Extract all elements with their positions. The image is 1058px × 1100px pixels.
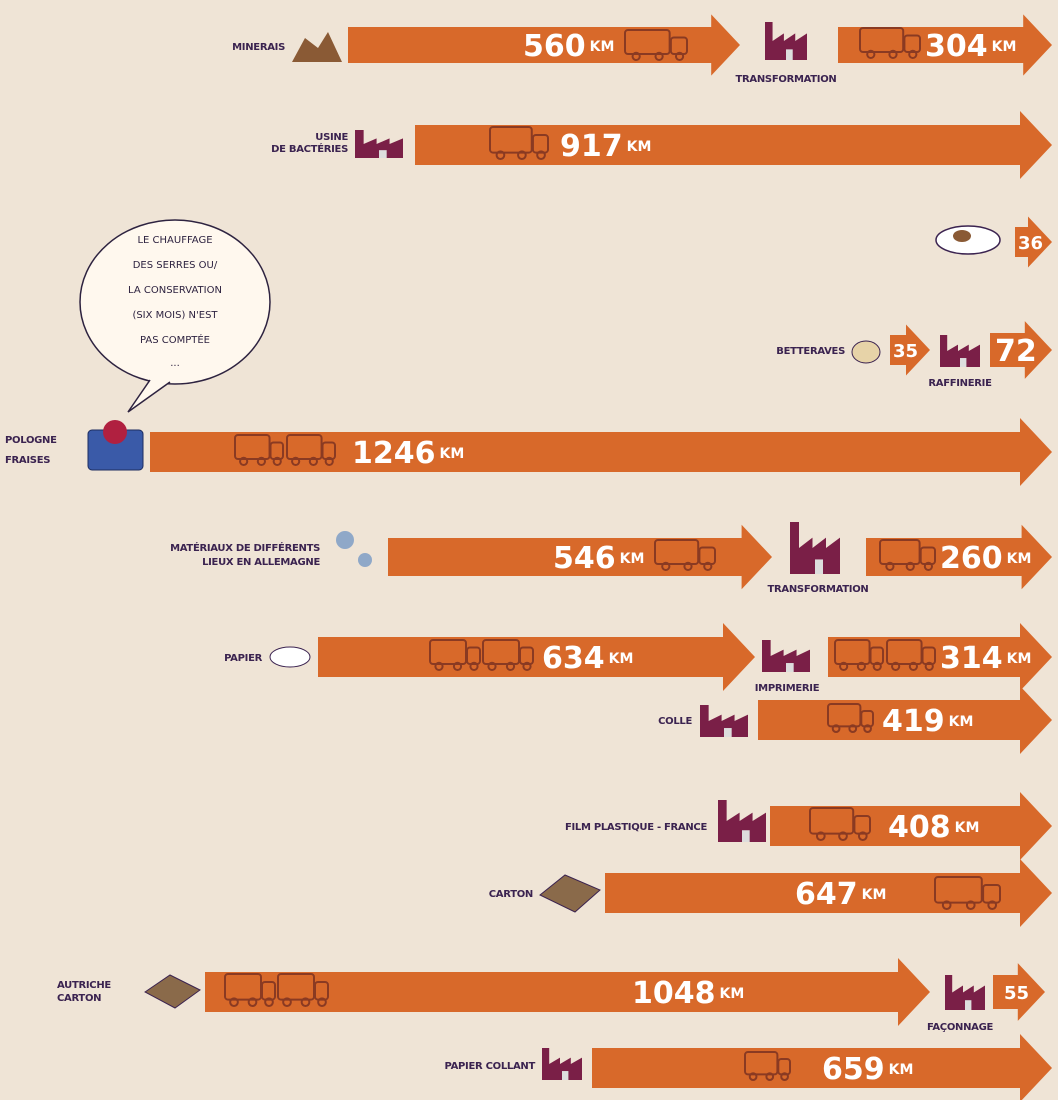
note-line: LE CHAUFFAGE bbox=[137, 235, 212, 246]
unit: KM bbox=[1007, 551, 1032, 567]
factory-door bbox=[786, 663, 794, 672]
distance: 419 bbox=[882, 704, 945, 739]
ore-icon bbox=[292, 32, 342, 62]
distance-label: 55 bbox=[1004, 983, 1029, 1004]
paper-icon bbox=[270, 647, 310, 667]
unit: KM bbox=[627, 139, 652, 155]
label: CARTON bbox=[57, 993, 101, 1004]
stop-label: FAÇONNAGE bbox=[927, 1022, 994, 1033]
unit: KM bbox=[955, 820, 980, 836]
unit: KM bbox=[889, 1062, 914, 1078]
note-line: PAS COMPTÉE bbox=[140, 333, 210, 346]
unit: KM bbox=[609, 651, 634, 667]
label: BETTERAVES bbox=[776, 346, 845, 357]
label: FRAISES bbox=[5, 455, 50, 466]
materials-icon bbox=[336, 531, 354, 549]
note-line: LA CONSERVATION bbox=[128, 285, 222, 296]
factory-door bbox=[786, 49, 793, 60]
unit: KM bbox=[620, 551, 645, 567]
label: CARTON bbox=[489, 889, 533, 900]
unit: KM bbox=[440, 446, 465, 462]
unit: KM bbox=[590, 39, 615, 55]
unit: KM bbox=[862, 887, 887, 903]
label: MATÉRIAUX DE DIFFÉRENTS bbox=[170, 541, 320, 554]
factory-door bbox=[562, 1071, 568, 1080]
distance: 634 bbox=[542, 641, 605, 676]
distance: 917 bbox=[560, 129, 623, 164]
note-line: (SIX MOIS) N'EST bbox=[132, 310, 218, 321]
carton-icon bbox=[540, 875, 600, 912]
cow-spot bbox=[953, 230, 971, 242]
beet-icon bbox=[852, 341, 880, 363]
note-line: DES SERRES OU/ bbox=[133, 260, 218, 271]
label: AUTRICHE bbox=[57, 980, 111, 991]
distance: 36 bbox=[1018, 233, 1043, 254]
strawberry-icon bbox=[103, 420, 127, 444]
unit: KM bbox=[720, 986, 745, 1002]
label: PAPIER COLLANT bbox=[444, 1061, 535, 1072]
distance: 659 bbox=[822, 1052, 885, 1087]
distance: 1048 bbox=[632, 976, 716, 1011]
distance: 72 bbox=[995, 334, 1037, 369]
distance: 408 bbox=[888, 810, 951, 845]
factory-door bbox=[960, 358, 966, 367]
distance: 314 bbox=[940, 641, 1003, 676]
note-line: ... bbox=[170, 358, 180, 369]
bubble-tail bbox=[128, 380, 170, 412]
label: POLOGNE bbox=[5, 435, 57, 446]
factory-door bbox=[742, 830, 750, 842]
distance: 304 bbox=[925, 29, 988, 64]
materials-icon bbox=[358, 553, 372, 567]
distance: 35 bbox=[893, 341, 918, 362]
stop-label: IMPRIMERIE bbox=[755, 683, 820, 694]
label: MINERAIS bbox=[232, 42, 285, 53]
factory-door bbox=[379, 150, 387, 158]
label: FILM PLASTIQUE - FRANCE bbox=[565, 822, 707, 833]
label: DE BACTÉRIES bbox=[271, 142, 348, 155]
label: USINE bbox=[315, 132, 348, 143]
distance-label: 35 bbox=[893, 341, 918, 362]
carton-icon bbox=[145, 975, 200, 1008]
distance-label: 72 bbox=[995, 334, 1037, 369]
label: PAPIER bbox=[224, 653, 263, 664]
unit: KM bbox=[1007, 651, 1032, 667]
label: LIEUX EN ALLEMAGNE bbox=[202, 557, 320, 568]
distance: 260 bbox=[940, 541, 1003, 576]
label: COLLE bbox=[658, 716, 692, 727]
unit: KM bbox=[949, 714, 974, 730]
factory-door bbox=[724, 728, 732, 737]
arrow bbox=[150, 418, 1052, 486]
distance: 1246 bbox=[352, 436, 436, 471]
distance: 560 bbox=[523, 29, 586, 64]
unit: KM bbox=[992, 39, 1017, 55]
distance: 546 bbox=[553, 541, 616, 576]
distance-label: 36 bbox=[1018, 233, 1043, 254]
stop-label: TRANSFORMATION bbox=[736, 74, 837, 85]
arrow bbox=[318, 623, 755, 691]
distance: 55 bbox=[1004, 983, 1029, 1004]
stop-label: RAFFINERIE bbox=[928, 378, 992, 389]
infographic: LE CHAUFFAGE DES SERRES OU/ LA CONSERVAT… bbox=[0, 0, 1058, 1100]
factory-door bbox=[965, 1000, 971, 1010]
arrow bbox=[415, 111, 1052, 179]
stop-label: TRANSFORMATION bbox=[768, 584, 869, 595]
distance: 647 bbox=[795, 877, 858, 912]
factory-door bbox=[815, 559, 823, 574]
